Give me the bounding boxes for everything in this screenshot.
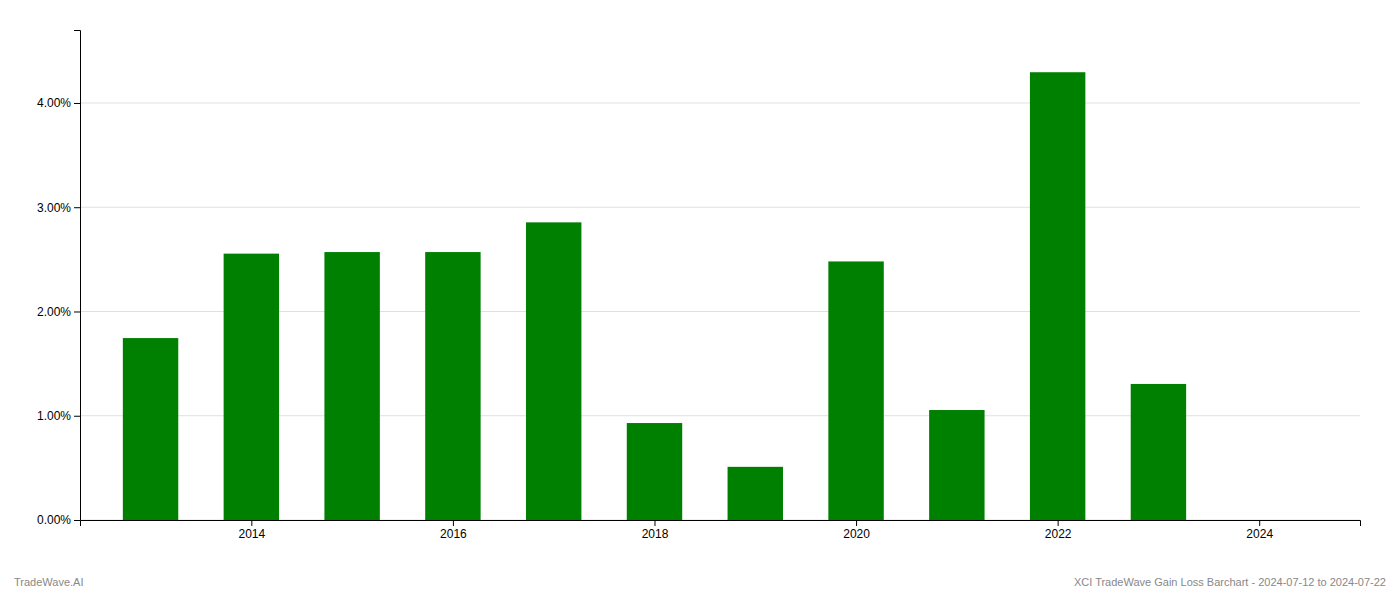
x-tick-label: 2018 <box>642 527 669 541</box>
y-tick-label: 1.00% <box>37 409 71 423</box>
x-tick-mark <box>654 520 655 526</box>
x-tick-mark <box>453 520 454 526</box>
y-tick-mark <box>74 416 80 417</box>
x-tick: 2018 <box>642 520 669 541</box>
x-tick-label: 2024 <box>1246 527 1273 541</box>
y-axis-line <box>74 31 81 521</box>
bar <box>1030 72 1085 520</box>
y-tick-label: 2.00% <box>37 305 71 319</box>
x-tick-label: 2020 <box>843 527 870 541</box>
y-tick-mark <box>74 207 80 208</box>
y-tick: 0.00% <box>37 513 80 527</box>
y-tick-mark <box>74 103 80 104</box>
y-tick-label: 3.00% <box>37 201 71 215</box>
x-axis: 2014 2016 2018 2020 2022 2024 <box>81 520 1361 541</box>
footer-left: TradeWave.AI <box>14 576 84 588</box>
x-tick-label: 2022 <box>1045 527 1072 541</box>
bar <box>123 338 178 520</box>
x-tick: 2022 <box>1045 520 1072 541</box>
grid <box>80 103 1360 520</box>
y-axis: 0.00% 1.00% 2.00% 3.00% 4.00% <box>37 31 81 528</box>
x-tick: 2024 <box>1246 520 1273 541</box>
chart: 2014 2016 2018 2020 2022 2024 0.00% 1.00% 2.00% 3… <box>0 0 1400 600</box>
bar <box>1131 384 1186 520</box>
grid-line <box>80 102 1360 103</box>
y-tick-label: 0.00% <box>37 513 71 527</box>
x-tick-label: 2016 <box>440 527 467 541</box>
x-tick-mark <box>251 520 252 526</box>
x-tick-label: 2014 <box>238 527 265 541</box>
x-tick-mark <box>1259 520 1260 526</box>
y-tick-mark <box>74 520 80 521</box>
x-tick: 2020 <box>843 520 870 541</box>
footer-right: XCI TradeWave Gain Loss Barchart - 2024-… <box>1074 576 1386 588</box>
bar <box>224 254 279 520</box>
x-tick: 2014 <box>238 520 265 541</box>
y-tick: 3.00% <box>37 201 80 215</box>
plot: 2014 2016 2018 2020 2022 2024 0.00% 1.00% 2.00% 3… <box>37 31 1361 541</box>
bar <box>627 423 682 520</box>
y-tick-label: 4.00% <box>37 96 71 110</box>
x-tick: 2016 <box>440 520 467 541</box>
y-tick: 4.00% <box>37 96 80 110</box>
bar <box>929 410 984 520</box>
x-axis-line <box>81 521 1361 527</box>
bar <box>324 252 379 520</box>
y-tick: 1.00% <box>37 409 80 423</box>
x-tick-mark <box>856 520 857 526</box>
y-tick: 2.00% <box>37 305 80 319</box>
bar <box>526 222 581 520</box>
bar <box>425 252 480 520</box>
bar <box>728 467 783 520</box>
y-tick-mark <box>74 311 80 312</box>
grid-line <box>80 207 1360 208</box>
bar <box>828 261 883 520</box>
bars <box>123 72 1186 520</box>
x-tick-mark <box>1058 520 1059 526</box>
